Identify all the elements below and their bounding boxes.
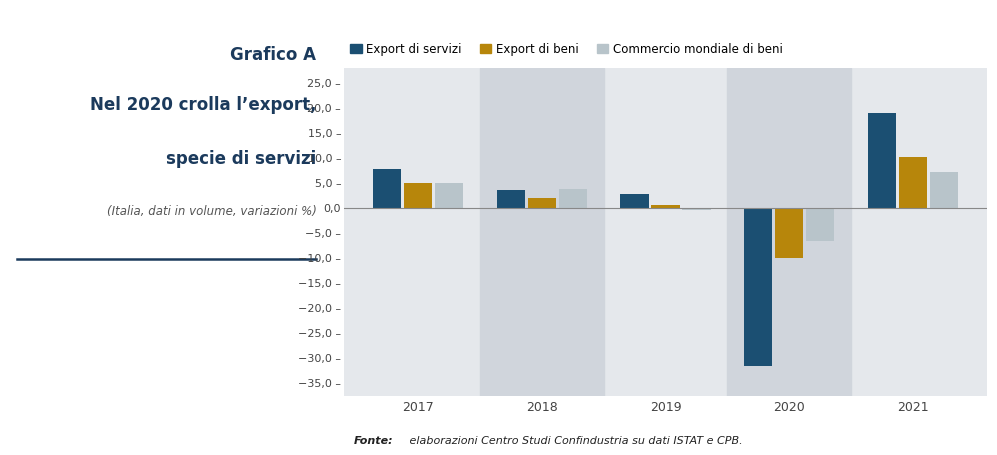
Bar [728,68,851,396]
Bar [527,198,556,208]
Bar [867,113,896,208]
Bar [775,208,804,258]
Bar [558,189,587,208]
Bar [651,205,680,208]
Bar [682,208,711,210]
Text: Grafico A: Grafico A [230,46,316,64]
Bar [929,172,958,208]
Bar [806,208,834,241]
Bar [744,208,773,366]
Bar [404,183,433,208]
Text: elaborazioni Centro Studi Confindustria su dati ISTAT e CPB.: elaborazioni Centro Studi Confindustria … [406,435,743,445]
Text: specie di servizi: specie di servizi [166,150,316,168]
Bar [480,68,603,396]
Bar [373,169,402,208]
Bar [435,183,464,208]
Bar [620,194,649,208]
Text: Nel 2020 crolla l’export,: Nel 2020 crolla l’export, [90,96,316,114]
Bar [898,157,927,208]
Legend: Export di servizi, Export di beni, Commercio mondiale di beni: Export di servizi, Export di beni, Comme… [350,43,783,56]
Bar [497,190,525,208]
Text: (Italia, dati in volume, variazioni %): (Italia, dati in volume, variazioni %) [107,205,316,218]
Text: Fonte:: Fonte: [354,435,394,445]
